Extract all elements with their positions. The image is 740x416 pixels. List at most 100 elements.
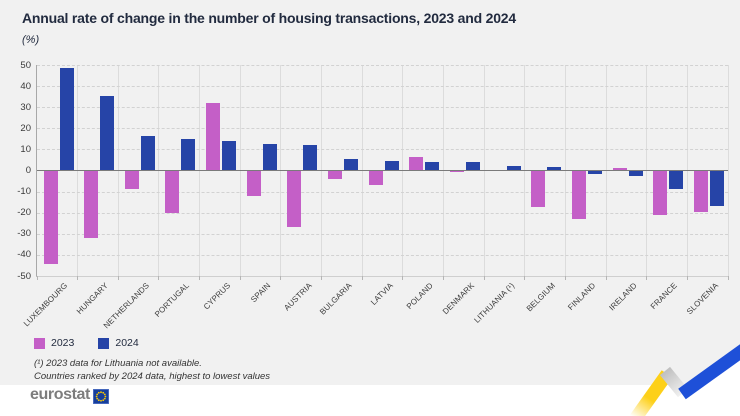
bar-2024-latvia bbox=[384, 161, 399, 171]
legend-label-2024: 2024 bbox=[115, 337, 139, 349]
footnote-lithuania: (¹) 2023 data for Lithuania not availabl… bbox=[34, 358, 202, 369]
bar-2023-spain bbox=[246, 170, 261, 196]
zigzag-blue-stroke bbox=[678, 344, 740, 400]
eurostat-logo: eurostat bbox=[30, 386, 90, 403]
bar-2024-luxembourg bbox=[59, 68, 74, 171]
zigzag-yellow-stroke bbox=[629, 370, 673, 416]
x-label-belgium: BELGIUM bbox=[524, 281, 558, 314]
bar-2024-poland bbox=[425, 162, 440, 171]
bar-2024-bulgaria bbox=[344, 158, 359, 171]
bar-2024-portugal bbox=[181, 138, 196, 171]
chart-title: Annual rate of change in the number of h… bbox=[22, 10, 516, 26]
x-label-finland: FINLAND bbox=[566, 281, 598, 313]
gridline bbox=[37, 65, 728, 66]
axis-tick bbox=[442, 276, 444, 280]
axis-tick bbox=[727, 276, 729, 280]
y-label: -40 bbox=[17, 249, 31, 261]
plot-area bbox=[36, 65, 729, 280]
y-label: 20 bbox=[20, 122, 31, 134]
footer: eurostat bbox=[30, 386, 109, 404]
y-label: 40 bbox=[20, 80, 31, 92]
x-label-denmark: DENMARK bbox=[440, 281, 476, 317]
legend-item-2023: 2023 bbox=[34, 337, 74, 349]
bar-2023-hungary bbox=[84, 170, 99, 239]
bar-2024-cyprus bbox=[222, 140, 237, 171]
bar-2023-bulgaria bbox=[328, 170, 343, 179]
axis-tick bbox=[361, 276, 363, 280]
axis-tick bbox=[77, 276, 79, 280]
gridline bbox=[37, 254, 728, 256]
bar-2023-poland bbox=[409, 156, 424, 171]
chart-subtitle: (%) bbox=[22, 34, 40, 46]
y-axis-labels: 50 40 30 20 10 0 -10 -20 -30 -40 -50 bbox=[0, 60, 31, 282]
bar-2023-finland bbox=[571, 170, 586, 220]
axis-tick bbox=[280, 276, 282, 280]
bar-2023-portugal bbox=[165, 170, 180, 213]
bar-2024-denmark bbox=[465, 162, 480, 171]
legend-label-2023: 2023 bbox=[51, 337, 75, 349]
bar-2023-austria bbox=[287, 170, 302, 228]
axis-tick bbox=[158, 276, 160, 280]
x-label-poland: POLAND bbox=[405, 281, 436, 312]
bar-2024-spain bbox=[262, 144, 277, 171]
y-label: -50 bbox=[17, 270, 31, 282]
x-label-slovenia: SLOVENIA bbox=[684, 281, 720, 317]
bar-2024-ireland bbox=[628, 170, 643, 177]
bar-2023-latvia bbox=[368, 170, 383, 186]
zero-line bbox=[37, 170, 728, 171]
axis-tick bbox=[402, 276, 404, 280]
axis-tick bbox=[239, 276, 241, 280]
y-label: 0 bbox=[25, 165, 31, 176]
axis-tick bbox=[36, 276, 38, 280]
bar-2023-denmark bbox=[449, 170, 464, 172]
bar-2023-slovenia bbox=[693, 170, 708, 212]
axis-tick bbox=[483, 276, 485, 280]
eu-flag-icon bbox=[92, 388, 109, 404]
y-label: -20 bbox=[17, 207, 31, 219]
bar-2024-austria bbox=[303, 145, 318, 171]
y-label: -10 bbox=[17, 186, 31, 198]
x-label-hungary: HUNGARY bbox=[74, 281, 111, 317]
bar-2023-france bbox=[653, 170, 668, 215]
legend-swatch-2023 bbox=[34, 337, 45, 349]
eu-flag-stars bbox=[95, 390, 107, 402]
axis-tick bbox=[605, 276, 607, 280]
bar-2023-luxembourg bbox=[43, 170, 58, 265]
axis-tick bbox=[646, 276, 648, 280]
footnote-ranking: Countries ranked by 2024 data, highest t… bbox=[34, 371, 271, 382]
axis-tick bbox=[117, 276, 119, 280]
y-label: -30 bbox=[17, 228, 31, 240]
x-label-latvia: LATVIA bbox=[368, 281, 395, 307]
legend-swatch-2024 bbox=[98, 337, 110, 349]
bar-2023-ireland bbox=[612, 168, 627, 171]
x-label-france: FRANCE bbox=[649, 281, 680, 312]
bar-2024-france bbox=[669, 170, 684, 190]
axis-tick bbox=[199, 276, 201, 280]
y-label: 10 bbox=[20, 143, 31, 155]
x-label-bulgaria: BULGARIA bbox=[318, 281, 354, 317]
x-label-cyprus: CYPRUS bbox=[201, 281, 232, 312]
bar-2024-belgium bbox=[547, 167, 562, 171]
legend: 2023 2024 bbox=[34, 337, 139, 349]
gridline bbox=[37, 212, 728, 214]
y-label: 30 bbox=[20, 101, 31, 113]
x-label-austria: AUSTRIA bbox=[281, 281, 314, 313]
gridline bbox=[37, 107, 728, 109]
x-label-lithuania: LITHUANIA (¹) bbox=[472, 281, 517, 325]
bar-2024-lithuania bbox=[506, 165, 521, 171]
bar-2023-netherlands bbox=[124, 170, 139, 190]
eurostat-zigzag-graphic bbox=[629, 344, 740, 416]
axis-tick bbox=[686, 276, 688, 280]
gridline bbox=[37, 128, 728, 130]
bar-2024-finland bbox=[587, 170, 602, 175]
group-separator bbox=[727, 65, 729, 276]
gridline bbox=[37, 86, 728, 88]
y-label: 50 bbox=[20, 59, 31, 71]
axis-tick bbox=[524, 276, 526, 280]
gridline bbox=[37, 149, 728, 151]
gridline bbox=[37, 233, 728, 235]
bar-2024-slovenia bbox=[709, 170, 724, 207]
bar-2023-belgium bbox=[531, 170, 546, 208]
bar-2023-cyprus bbox=[206, 102, 221, 171]
axis-tick bbox=[321, 276, 323, 280]
